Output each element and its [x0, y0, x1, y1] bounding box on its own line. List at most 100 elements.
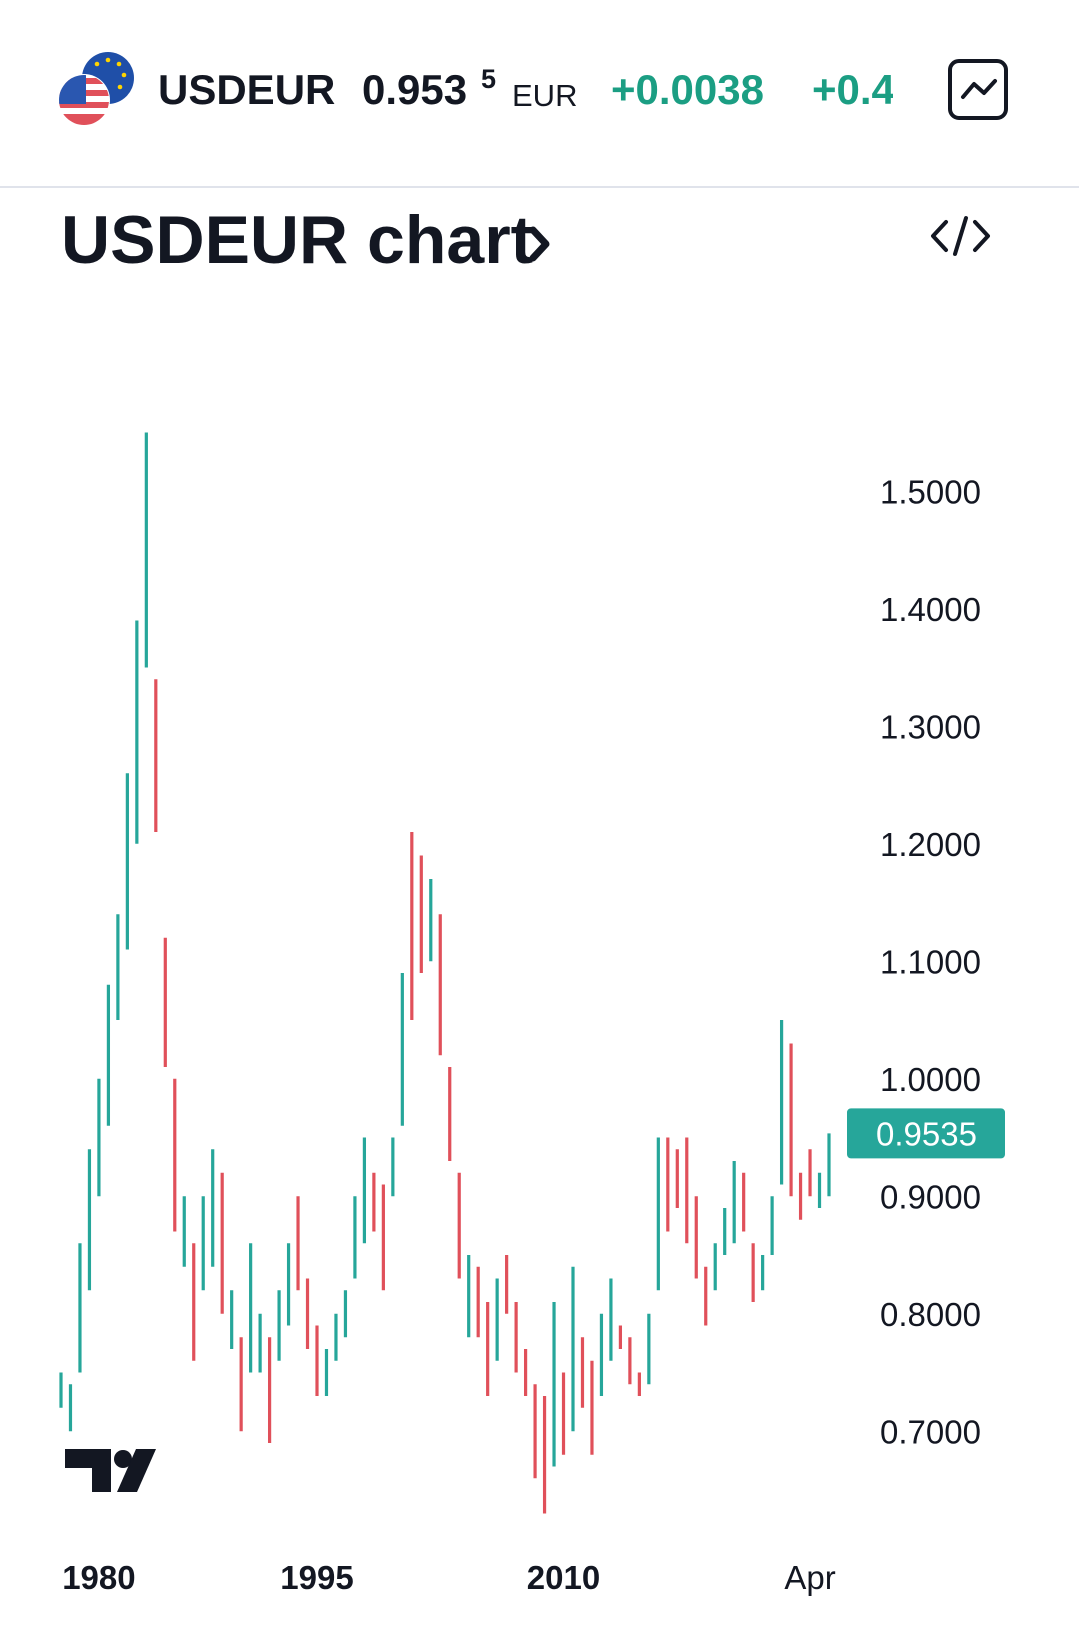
bar [391, 1137, 395, 1197]
bar [372, 1172, 376, 1232]
bar [125, 773, 129, 950]
bar [599, 1313, 604, 1396]
bar [561, 1372, 566, 1455]
y-tick-label: 0.8000 [880, 1296, 981, 1333]
bar [675, 1149, 679, 1208]
bar [410, 832, 414, 1020]
bar [135, 620, 139, 844]
bar [230, 1290, 234, 1349]
price-last-digit: 5 [481, 64, 496, 94]
bar [87, 1149, 92, 1291]
bar [59, 1372, 63, 1408]
bar [154, 679, 158, 832]
bar [419, 855, 423, 973]
bar [201, 1196, 205, 1291]
bar [97, 1078, 101, 1197]
bar [495, 1278, 499, 1361]
bar [770, 1196, 774, 1255]
bar [637, 1372, 641, 1396]
bar [78, 1243, 82, 1373]
y-tick-label: 1.1000 [880, 943, 981, 980]
last-price-tag [847, 1108, 1005, 1159]
bar [334, 1313, 338, 1361]
chart-button[interactable] [948, 59, 1008, 120]
last-price-label: 0.9535 [876, 1115, 977, 1152]
x-tick-label: Apr [784, 1559, 835, 1596]
bar [552, 1302, 556, 1467]
bar [277, 1290, 281, 1361]
bar [267, 1337, 272, 1443]
chart-title[interactable]: USDEUR chart [61, 202, 533, 278]
bar [808, 1149, 812, 1197]
bar [144, 432, 148, 668]
bar [296, 1196, 300, 1291]
divider [0, 186, 1079, 188]
bar [353, 1196, 357, 1279]
bar [580, 1337, 585, 1408]
bar [514, 1302, 518, 1373]
bar [789, 1043, 793, 1197]
symbol: USDEUR [158, 66, 335, 113]
bar [827, 1133, 831, 1197]
y-tick-label: 1.3000 [880, 708, 981, 745]
bar [211, 1149, 215, 1267]
y-tick-label: 1.2000 [880, 826, 981, 863]
bar [533, 1384, 537, 1479]
bar [713, 1243, 717, 1291]
y-tick-label: 0.7000 [880, 1413, 981, 1450]
bar [751, 1243, 755, 1302]
embed-button[interactable] [931, 216, 990, 256]
bar [476, 1266, 480, 1338]
bar [798, 1172, 803, 1220]
bar [590, 1360, 594, 1455]
bar [647, 1313, 651, 1385]
bar [571, 1266, 575, 1432]
bar [448, 1067, 452, 1161]
bar [467, 1255, 471, 1338]
bar [523, 1349, 528, 1396]
y-tick-label: 0.9000 [880, 1178, 981, 1215]
bar [429, 879, 433, 962]
bar [400, 973, 404, 1126]
bar [704, 1266, 708, 1326]
bar [742, 1172, 746, 1232]
bar [220, 1172, 224, 1314]
bar [381, 1184, 385, 1291]
bar [666, 1137, 670, 1232]
bar [779, 1020, 784, 1185]
x-tick-label: 1980 [62, 1559, 135, 1596]
bar [362, 1137, 367, 1244]
bar [324, 1349, 329, 1396]
bar [106, 984, 111, 1126]
bar [628, 1337, 632, 1385]
currency: EUR [512, 78, 577, 113]
bar [457, 1172, 461, 1279]
y-tick-label: 1.4000 [880, 591, 981, 628]
symbol-logo [58, 52, 134, 126]
bar [723, 1208, 727, 1255]
bar [305, 1278, 310, 1349]
change: +0.0038 [611, 66, 764, 113]
bar [192, 1243, 196, 1361]
x-tick-label: 2010 [527, 1559, 600, 1596]
bar [258, 1313, 262, 1373]
bar [286, 1243, 291, 1326]
bar [249, 1243, 253, 1373]
bar [817, 1172, 822, 1208]
bar [486, 1302, 490, 1396]
price: 0.953 [362, 66, 467, 113]
bar [618, 1325, 623, 1349]
plot-area: 0.7000 0.8000 0.9000 1.0000 1.1000 1.2000 1.30… [59, 432, 1005, 1596]
x-tick-label: 1995 [280, 1559, 353, 1596]
bar [239, 1337, 243, 1432]
y-tick-label: 1.0000 [880, 1061, 981, 1098]
bar [173, 1078, 177, 1232]
bar [609, 1278, 613, 1361]
bar [505, 1255, 509, 1314]
bar [694, 1196, 698, 1279]
title-chevron[interactable] [529, 226, 550, 262]
bar [315, 1325, 319, 1396]
bar [163, 937, 167, 1067]
